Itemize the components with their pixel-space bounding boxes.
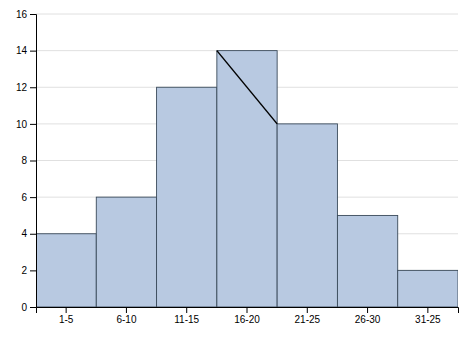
x-axis-line [37, 308, 459, 314]
bar [398, 270, 458, 307]
y-tick-mark [30, 124, 36, 125]
y-tick: 2 [21, 265, 36, 276]
x-tick: 16-20 [234, 307, 260, 325]
y-tick: 0 [21, 302, 36, 313]
x-tick-label: 31-25 [415, 314, 441, 325]
bar [217, 51, 277, 307]
x-tick: 26-30 [355, 307, 381, 325]
y-axis-line [30, 15, 37, 308]
x-tick-mark [247, 307, 248, 313]
bar [277, 124, 337, 307]
y-tick-mark [30, 234, 36, 235]
y-tick-mark [30, 14, 36, 15]
y-tick: 4 [21, 228, 36, 239]
x-tick-mark [66, 307, 67, 313]
x-tick: 31-25 [415, 307, 441, 325]
x-tick-label: 26-30 [355, 314, 381, 325]
x-tick-label: 11-15 [174, 314, 199, 325]
x-tick: 21-25 [294, 307, 320, 325]
y-tick-mark [30, 161, 36, 162]
y-tick: 8 [21, 155, 36, 166]
y-tick: 12 [16, 82, 36, 93]
x-tick: 11-15 [174, 307, 199, 325]
bar [157, 87, 217, 307]
x-tick: 1-5 [59, 307, 74, 325]
y-tick: 14 [16, 45, 36, 56]
grid-line [36, 14, 458, 15]
y-axis: 0 2 4 6 8 10 12 14 16 [16, 9, 37, 313]
y-tick-label: 6 [21, 192, 27, 203]
x-tick-label: 16-20 [234, 314, 260, 325]
y-tick-label: 0 [21, 302, 27, 313]
y-tick: 16 [16, 9, 36, 20]
y-tick-label: 16 [16, 9, 28, 20]
y-tick-label: 14 [16, 45, 28, 56]
x-tick: 6-10 [116, 307, 136, 325]
grid [36, 14, 458, 307]
bar [96, 197, 156, 307]
y-tick-mark [30, 307, 36, 308]
x-axis: 1-5 6-10 11-15 16-20 21-25 26-30 31-25 [37, 307, 459, 325]
x-tick-mark [186, 307, 187, 313]
x-tick-label: 21-25 [294, 314, 320, 325]
y-tick-label: 12 [16, 82, 28, 93]
plot: 0 2 4 6 8 10 12 14 16 1-5 6-10 11-15 16-20 21-25 26-30… [16, 9, 459, 325]
y-tick: 10 [16, 119, 36, 130]
bar [36, 234, 96, 307]
y-tick-mark [30, 87, 36, 88]
y-tick-label: 8 [21, 155, 27, 166]
y-tick-mark [30, 51, 36, 52]
y-tick-mark [30, 197, 36, 198]
x-tick-mark [367, 307, 368, 313]
x-tick-mark [427, 307, 428, 313]
y-tick-label: 10 [16, 119, 28, 130]
x-tick-label: 6-10 [116, 314, 136, 325]
chart: 0 2 4 6 8 10 12 14 16 1-5 6-10 11-15 16-20 21-25 26-30… [0, 0, 474, 337]
y-tick-label: 2 [21, 265, 27, 276]
bar [337, 215, 397, 307]
x-tick-mark [126, 307, 127, 313]
diagonal-line [217, 51, 277, 124]
x-tick-mark [307, 307, 308, 313]
y-tick-mark [30, 270, 36, 271]
y-tick-label: 4 [21, 228, 27, 239]
x-tick-label: 1-5 [59, 314, 74, 325]
marks [36, 51, 458, 307]
y-tick: 6 [21, 192, 36, 203]
